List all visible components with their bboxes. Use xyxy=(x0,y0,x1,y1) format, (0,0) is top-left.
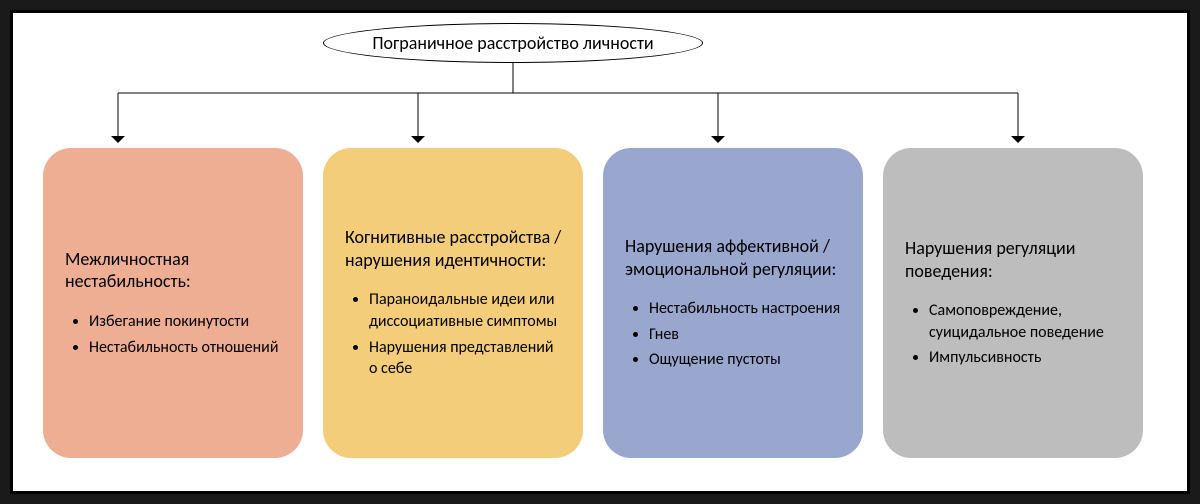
card-item: Импульсивность xyxy=(929,347,1123,369)
card-items: Избегание покинутости Нестабильность отно… xyxy=(65,311,283,362)
root-node: Пограничное расстройство личности xyxy=(323,23,703,63)
card-item: Нестабильность отношений xyxy=(89,337,283,359)
card-title: Нарушения регуляции поведения: xyxy=(905,237,1123,282)
card-items: Самоповреждение, суицидальное поведение И… xyxy=(905,300,1123,373)
card-item: Самоповреждение, суицидальное поведение xyxy=(929,300,1123,343)
card-behavior: Нарушения регуляции поведения: Самоповреж… xyxy=(883,148,1143,458)
card-cognitive: Когнитивные расстройства / нарушения иде… xyxy=(323,148,583,458)
card-interpersonal: Межличностная нестабильность: Избегание п… xyxy=(43,148,303,458)
card-title: Нарушения аффективной / эмоциональной ре… xyxy=(625,235,843,280)
card-item: Нестабильность настроения xyxy=(649,298,843,320)
card-item: Ощущение пустоты xyxy=(649,349,843,371)
card-item: Параноидальные идеи или диссоциативные с… xyxy=(369,289,563,332)
card-items: Нестабильность настроения Гнев Ощущение пу… xyxy=(625,298,843,375)
card-item: Нарушения представлений о себе xyxy=(369,337,563,380)
card-item: Избегание покинутости xyxy=(89,311,283,333)
card-title: Межличностная нестабильность: xyxy=(65,248,283,293)
card-items: Параноидальные идеи или диссоциативные с… xyxy=(345,289,563,383)
card-title: Когнитивные расстройства / нарушения иде… xyxy=(345,226,563,271)
card-item: Гнев xyxy=(649,324,843,346)
diagram-canvas: Пограничное расстройство личности Межлич… xyxy=(10,10,1190,494)
root-label: Пограничное расстройство личности xyxy=(372,32,653,54)
card-affective: Нарушения аффективной / эмоциональной ре… xyxy=(603,148,863,458)
